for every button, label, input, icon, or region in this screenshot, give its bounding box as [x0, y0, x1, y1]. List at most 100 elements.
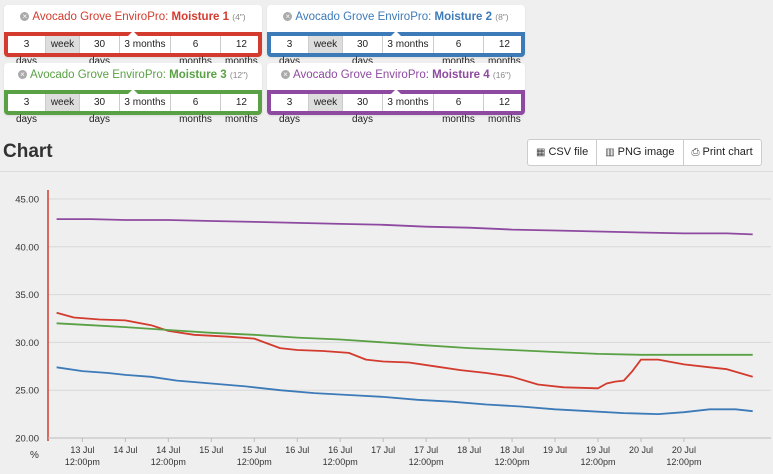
range-button-12-months[interactable]: 12 months	[488, 39, 521, 67]
range-button-12-months[interactable]: 12 months	[225, 39, 258, 67]
table-icon: ▦	[536, 147, 546, 158]
sensor-name: Moisture 3	[169, 69, 227, 81]
device-name: Avocado Grove EnviroPro:	[292, 69, 429, 81]
notch	[391, 31, 401, 36]
range-button-3-months[interactable]: 3 months	[383, 36, 434, 53]
y-tick-label: 45.00	[15, 195, 39, 206]
x-tick-sublabel: 12:00pm	[580, 457, 615, 467]
range-button-3-months[interactable]: 3 months	[120, 36, 171, 53]
range-button-30-days[interactable]: 30 days	[343, 94, 383, 125]
range-button-6-months[interactable]: 6 months	[171, 36, 221, 67]
range-button-3-days[interactable]: 3 days	[8, 94, 46, 125]
range-button-3-months[interactable]: 3 months	[383, 94, 434, 111]
series-line-moisture-4	[56, 218, 753, 236]
y-axis-label: %	[30, 450, 39, 461]
range-button-week[interactable]: week	[46, 94, 80, 111]
series-lines	[56, 218, 753, 415]
x-tick-label: 17 Jul	[371, 445, 395, 455]
range-button-6-months[interactable]: 6 months	[434, 36, 484, 67]
close-circle-icon[interactable]: ×	[17, 70, 27, 79]
range-button-week[interactable]: week	[46, 36, 80, 53]
range-button-30-days[interactable]: 30 days	[343, 36, 383, 67]
range-button-12-months[interactable]: 12 months	[488, 97, 521, 125]
y-tick-label: 20.00	[15, 434, 39, 445]
export-toolbar: ▦ CSV file ▥ PNG image ⎙ Print chart	[527, 139, 762, 166]
x-tick-label: 13 Jul	[70, 445, 94, 455]
sensor-depth: (8")	[495, 12, 509, 22]
range-button-6-months[interactable]: 6 months	[434, 94, 484, 125]
range-button-week[interactable]: week	[309, 94, 343, 111]
x-tick-sublabel: 12:00pm	[495, 457, 530, 467]
range-button-3-months[interactable]: 3 months	[120, 94, 171, 111]
range-buttons: 3 days week 30 days 3 months 6 months 12 mont…	[8, 94, 258, 125]
sensor-name: Moisture 2	[434, 11, 493, 23]
close-circle-icon[interactable]: ×	[20, 12, 30, 21]
y-tick-label: 35.00	[15, 290, 39, 301]
sensor-panel-moisture-1: × Avocado Grove EnviroPro: Moisture 1 (4"…	[4, 5, 262, 67]
range-button-3-days[interactable]: 3 days	[271, 94, 309, 125]
x-tick-label: 15 Jul	[199, 445, 223, 455]
series-line-moisture-1	[56, 311, 753, 390]
x-tick-label: 14 Jul	[113, 445, 137, 455]
moisture-chart: 20.00 25.00 30.00 35.00 40.00 45.00 13 Jul 12:…	[15, 190, 771, 467]
close-circle-icon[interactable]: ×	[283, 12, 293, 21]
series-line-moisture-2	[56, 366, 753, 415]
panel-title: × Avocado Grove EnviroPro: Moisture 4 (16…	[267, 69, 525, 86]
close-circle-icon[interactable]: ×	[280, 70, 290, 79]
sensor-name: Moisture 4	[432, 69, 490, 81]
range-buttons: 3 days week 30 days 3 months 6 months 12 mont…	[271, 36, 521, 67]
x-tick-label: 19 Jul	[543, 445, 567, 455]
range-button-3-days[interactable]: 3 days	[271, 36, 309, 67]
x-tick-sublabel: 12:00pm	[666, 457, 701, 467]
x-axis: 13 Jul 12:00pm 14 Jul 14 Jul 12:00pm 15 Jul 15…	[48, 437, 771, 467]
notch	[128, 89, 138, 94]
csv-file-label: CSV file	[548, 146, 589, 158]
device-name: Avocado Grove EnviroPro:	[295, 11, 432, 23]
range-button-6-months[interactable]: 6 months	[171, 94, 221, 125]
range-buttons: 3 days week 30 days 3 months 6 months 12 mont…	[271, 94, 521, 125]
sensor-depth: (4")	[232, 12, 246, 22]
printer-icon: ⎙	[691, 147, 700, 158]
x-tick-sublabel: 12:00pm	[409, 457, 444, 467]
x-tick-label: 19 Jul	[586, 445, 610, 455]
y-tick-label: 25.00	[15, 386, 39, 397]
x-tick-label: 16 Jul	[328, 445, 352, 455]
sensor-panel-moisture-2: × Avocado Grove EnviroPro: Moisture 2 (8"…	[267, 5, 525, 67]
x-tick-label: 18 Jul	[457, 445, 481, 455]
panel-title: × Avocado Grove EnviroPro: Moisture 3 (12…	[4, 69, 262, 86]
panel-title: × Avocado Grove EnviroPro: Moisture 1 (4"…	[4, 11, 262, 28]
range-button-week[interactable]: week	[309, 36, 343, 53]
range-button-30-days[interactable]: 30 days	[80, 36, 120, 67]
png-image-label: PNG image	[617, 146, 675, 158]
x-tick-sublabel: 12:00pm	[323, 457, 358, 467]
device-name: Avocado Grove EnviroPro:	[29, 69, 166, 81]
notch	[128, 31, 138, 36]
panel-title: × Avocado Grove EnviroPro: Moisture 2 (8"…	[267, 11, 525, 28]
x-tick-label: 14 Jul	[156, 445, 180, 455]
range-bar: 3 days week 30 days 3 months 6 months 12 mont…	[267, 89, 525, 125]
x-tick-label: 20 Jul	[672, 445, 696, 455]
range-buttons: 3 days week 30 days 3 months 6 months 12 mont…	[8, 36, 258, 67]
sensor-panel-moisture-3: × Avocado Grove EnviroPro: Moisture 3 (12…	[4, 63, 262, 125]
range-button-30-days[interactable]: 30 days	[80, 94, 120, 125]
bar-chart-icon: ▥	[605, 147, 615, 158]
divider	[0, 171, 773, 172]
sensor-name: Moisture 1	[171, 11, 230, 23]
x-tick-label: 16 Jul	[285, 445, 309, 455]
csv-file-button[interactable]: ▦ CSV file	[528, 140, 598, 165]
y-axis: 20.00 25.00 30.00 35.00 40.00 45.00	[15, 190, 49, 445]
sensor-depth: (12")	[229, 70, 248, 80]
x-tick-sublabel: 12:00pm	[151, 457, 186, 467]
sensor-panel-moisture-4: × Avocado Grove EnviroPro: Moisture 4 (16…	[267, 63, 525, 125]
png-image-button[interactable]: ▥ PNG image	[597, 140, 684, 165]
range-bar: 3 days week 30 days 3 months 6 months 12 mont…	[267, 31, 525, 67]
x-tick-label: 20 Jul	[629, 445, 653, 455]
y-tick-label: 30.00	[15, 338, 39, 349]
y-tick-label: 40.00	[15, 242, 39, 253]
chart-grid	[48, 198, 771, 439]
print-chart-label: Print chart	[702, 146, 753, 158]
notch	[391, 89, 401, 94]
print-chart-button[interactable]: ⎙ Print chart	[684, 140, 761, 165]
range-button-12-months[interactable]: 12 months	[225, 97, 258, 125]
range-button-3-days[interactable]: 3 days	[8, 36, 46, 67]
